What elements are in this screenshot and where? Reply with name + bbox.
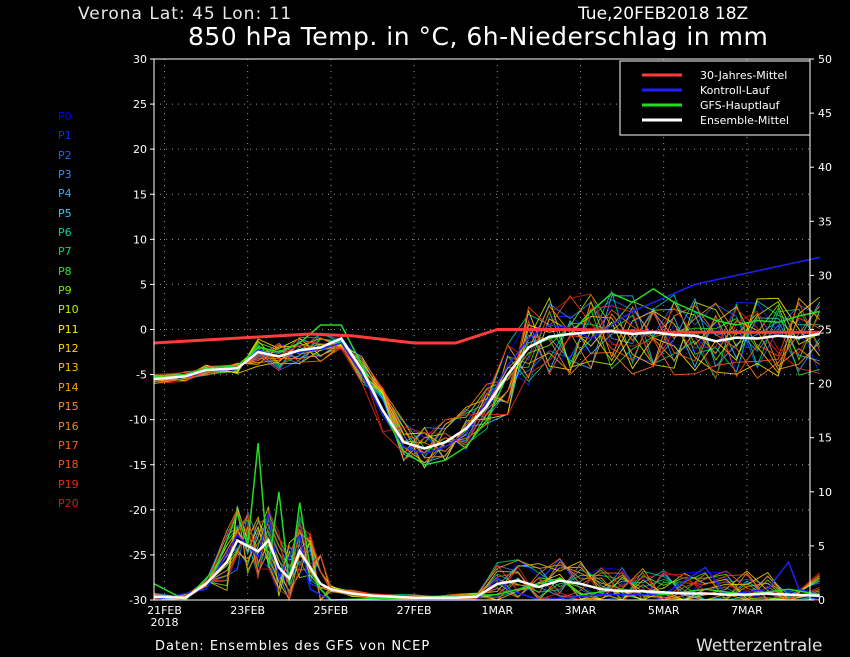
y-left-tick-label: 0 [140, 324, 147, 337]
data-source-note: Daten: Ensembles des GFS von NCEP [155, 639, 431, 654]
x-tick-label: 5MAR [648, 604, 680, 617]
member-label-p9: P9 [58, 284, 72, 298]
y-left-tick-label: 25 [133, 98, 147, 111]
gfs-hauptlauf-precip-line [153, 443, 820, 601]
chart-title: 850 hPa Temp. in °C, 6h-Niederschlag in … [188, 22, 769, 51]
y-right-tick-label: 45 [818, 107, 832, 120]
x-tick-label: 25FEB [313, 604, 348, 617]
x-tick-label: 21FEB [147, 604, 182, 617]
member-temp-line-p20 [154, 293, 821, 448]
brand-logo: Wetterzentrale [696, 636, 823, 656]
y-left-tick-label: 10 [133, 233, 147, 246]
y-right-tick-label: 50 [818, 53, 832, 66]
member-label-p13: P13 [58, 361, 79, 375]
member-label-p4: P4 [58, 187, 72, 201]
y-left-tick-label: -30 [129, 594, 147, 607]
member-label-p11: P11 [58, 322, 79, 336]
axis-labels: -30 -25 -20 -15 -10 -5 0 5 10 15 20 25 30 0 5 10 15 20 25 3… [129, 53, 832, 629]
y-right-tick-label: 35 [818, 215, 832, 228]
member-label-p1: P1 [58, 129, 72, 143]
ensemble-member-lines [153, 290, 821, 602]
ensemble-member-list: P0 P1 P2 P3 P4 P5 P6 P7 P8 P9 P10 P11 P12 P13 P14 P15 P1… [58, 110, 79, 516]
run-date: Tue,20FEB2018 18Z [578, 4, 749, 24]
member-label-p5: P5 [58, 206, 72, 220]
member-label-p16: P16 [58, 419, 79, 433]
x-tick-label: 3MAR [565, 604, 597, 617]
y-left-tick-label: -20 [129, 504, 147, 517]
legend-label: Kontroll-Lauf [700, 84, 771, 97]
member-label-p15: P15 [58, 400, 79, 414]
y-right-tick-label: 15 [818, 432, 832, 445]
member-label-p19: P19 [58, 477, 79, 491]
legend-label: GFS-Hauptlauf [700, 99, 781, 112]
y-left-tick-label: 20 [133, 143, 147, 156]
member-label-p17: P17 [58, 438, 79, 452]
y-right-tick-label: 10 [818, 486, 832, 499]
y-left-tick-label: -25 [129, 549, 147, 562]
kontroll-lauf-precip-line [153, 513, 820, 601]
x-tick-label: 23FEB [230, 604, 265, 617]
member-temp-line-p14 [153, 300, 821, 464]
member-label-p20: P20 [58, 496, 79, 510]
x-tick-label: 1MAR [481, 604, 513, 617]
y-right-tick-label: 20 [818, 378, 832, 391]
member-label-p3: P3 [58, 168, 72, 182]
ensemble-mittel-precip-line [154, 538, 820, 600]
member-label-p0: P0 [58, 110, 72, 123]
member-label-p2: P2 [58, 148, 72, 162]
highlight-series [153, 256, 820, 601]
x-tick-label: 7MAR [731, 604, 763, 617]
x-year-label: 2018 [151, 616, 179, 629]
member-temp-line-p8 [154, 307, 820, 452]
y-right-tick-label: 5 [818, 540, 825, 553]
member-label-p10: P10 [58, 303, 79, 317]
y-right-tick-label: 30 [818, 269, 832, 282]
member-label-p14: P14 [58, 380, 79, 394]
y-left-tick-label: -5 [136, 369, 147, 382]
legend-box [619, 60, 811, 136]
member-label-p8: P8 [58, 264, 72, 278]
ensemble-mittel-temp-line [153, 330, 820, 450]
member-temp-line-p16 [154, 304, 821, 454]
y-left-tick-label: -15 [129, 459, 147, 472]
legend-label: Ensemble-Mittel [700, 114, 789, 127]
y-left-tick-label: 5 [140, 278, 147, 291]
member-label-p6: P6 [58, 226, 72, 240]
location-header: Verona Lat: 45 Lon: 11 [78, 4, 293, 24]
legend: 30-Jahres-Mittel Kontroll-Lauf GFS-Hauptla… [619, 60, 811, 136]
legend-label: 30-Jahres-Mittel [700, 69, 787, 82]
member-label-p12: P12 [58, 342, 79, 356]
y-left-tick-label: -10 [129, 414, 147, 427]
y-left-tick-label: 15 [133, 188, 147, 201]
y-right-tick-label: 25 [818, 324, 832, 337]
gfs-hauptlauf-temp-line [154, 288, 820, 466]
-jahres-mittel-temp-line [154, 328, 820, 345]
x-tick-label: 27FEB [397, 604, 432, 617]
y-right-tick-label: 40 [818, 161, 832, 174]
member-precip-line-p19 [154, 509, 820, 601]
member-temp-line-p10 [154, 296, 820, 462]
member-temp-line-p17 [154, 309, 820, 461]
y-left-tick-label: 30 [133, 53, 147, 66]
y-right-tick-label: 0 [818, 594, 825, 607]
member-temp-line-p19 [154, 305, 820, 454]
member-label-p7: P7 [58, 245, 72, 259]
member-label-p18: P18 [58, 458, 79, 472]
